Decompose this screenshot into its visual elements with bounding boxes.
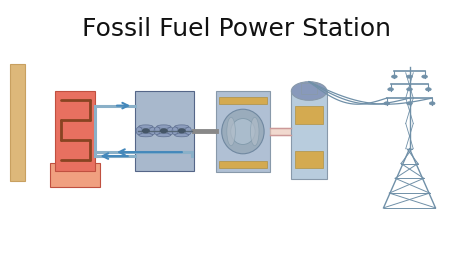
Bar [136, 91, 194, 171]
Circle shape [407, 75, 412, 78]
Bar [292, 91, 327, 179]
Ellipse shape [227, 117, 236, 146]
Ellipse shape [149, 127, 155, 135]
Circle shape [422, 75, 428, 78]
Ellipse shape [174, 134, 189, 137]
Circle shape [178, 129, 185, 133]
Bar [295, 151, 323, 168]
Circle shape [407, 102, 412, 105]
Bar [301, 83, 317, 94]
Ellipse shape [172, 127, 178, 135]
Bar [219, 97, 267, 104]
Ellipse shape [167, 127, 173, 135]
Ellipse shape [231, 119, 255, 144]
Bar [10, 64, 25, 181]
Bar [55, 91, 95, 171]
Ellipse shape [292, 82, 327, 100]
Ellipse shape [154, 127, 160, 135]
Circle shape [429, 102, 435, 105]
Circle shape [426, 88, 431, 91]
Circle shape [160, 129, 167, 133]
Circle shape [143, 129, 149, 133]
Ellipse shape [139, 134, 153, 137]
Circle shape [384, 102, 390, 105]
Bar [216, 91, 270, 172]
Circle shape [407, 88, 412, 91]
Ellipse shape [139, 125, 153, 128]
Bar [50, 163, 100, 187]
Ellipse shape [174, 125, 189, 128]
Circle shape [388, 88, 393, 91]
Ellipse shape [156, 134, 171, 137]
Ellipse shape [185, 127, 191, 135]
Bar [295, 107, 323, 124]
Ellipse shape [250, 117, 259, 146]
Text: Fossil Fuel Power Station: Fossil Fuel Power Station [82, 17, 392, 41]
Ellipse shape [156, 125, 171, 128]
Bar [219, 160, 267, 168]
Circle shape [392, 75, 397, 78]
Ellipse shape [222, 109, 264, 154]
Ellipse shape [136, 127, 142, 135]
